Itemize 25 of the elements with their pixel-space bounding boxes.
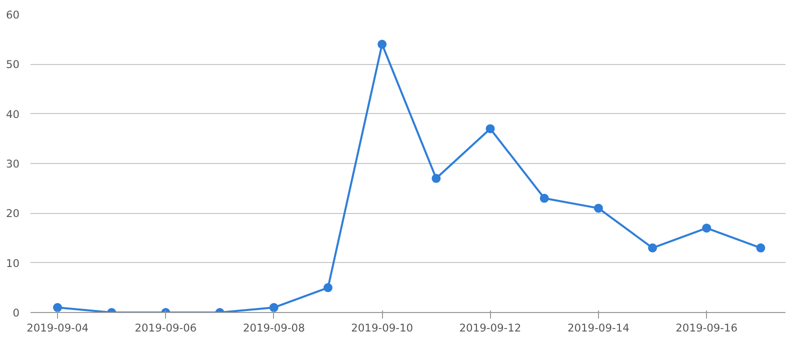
point	[378, 40, 387, 49]
x-tick-label: 2019-09-06	[134, 322, 197, 334]
point	[648, 243, 658, 252]
x-tick-label: 2019-09-14	[567, 322, 630, 334]
point	[53, 303, 62, 312]
point	[432, 174, 441, 183]
y-tick-label: 40	[6, 108, 20, 121]
x-tick-label: 2019-09-10	[351, 322, 414, 334]
y-tick-label: 20	[6, 207, 20, 220]
point	[323, 283, 332, 292]
y-tick-label: 50	[6, 58, 20, 72]
point	[756, 243, 766, 252]
point	[594, 204, 603, 213]
x-tick-label: 2019-09-04	[26, 322, 89, 334]
point	[486, 124, 495, 134]
point	[702, 224, 712, 233]
x-tick-label: 2019-09-12	[459, 322, 522, 334]
x-tick-label: 2019-09-16	[676, 322, 738, 334]
y-tick-label: 10	[6, 256, 20, 270]
point	[540, 194, 549, 203]
point	[269, 303, 278, 312]
y-tick-label: 60	[6, 8, 20, 22]
x-tick-label: 2019-09-08	[242, 322, 306, 334]
y-tick-label: 0	[12, 306, 20, 320]
y-tick-label: 30	[6, 158, 20, 170]
